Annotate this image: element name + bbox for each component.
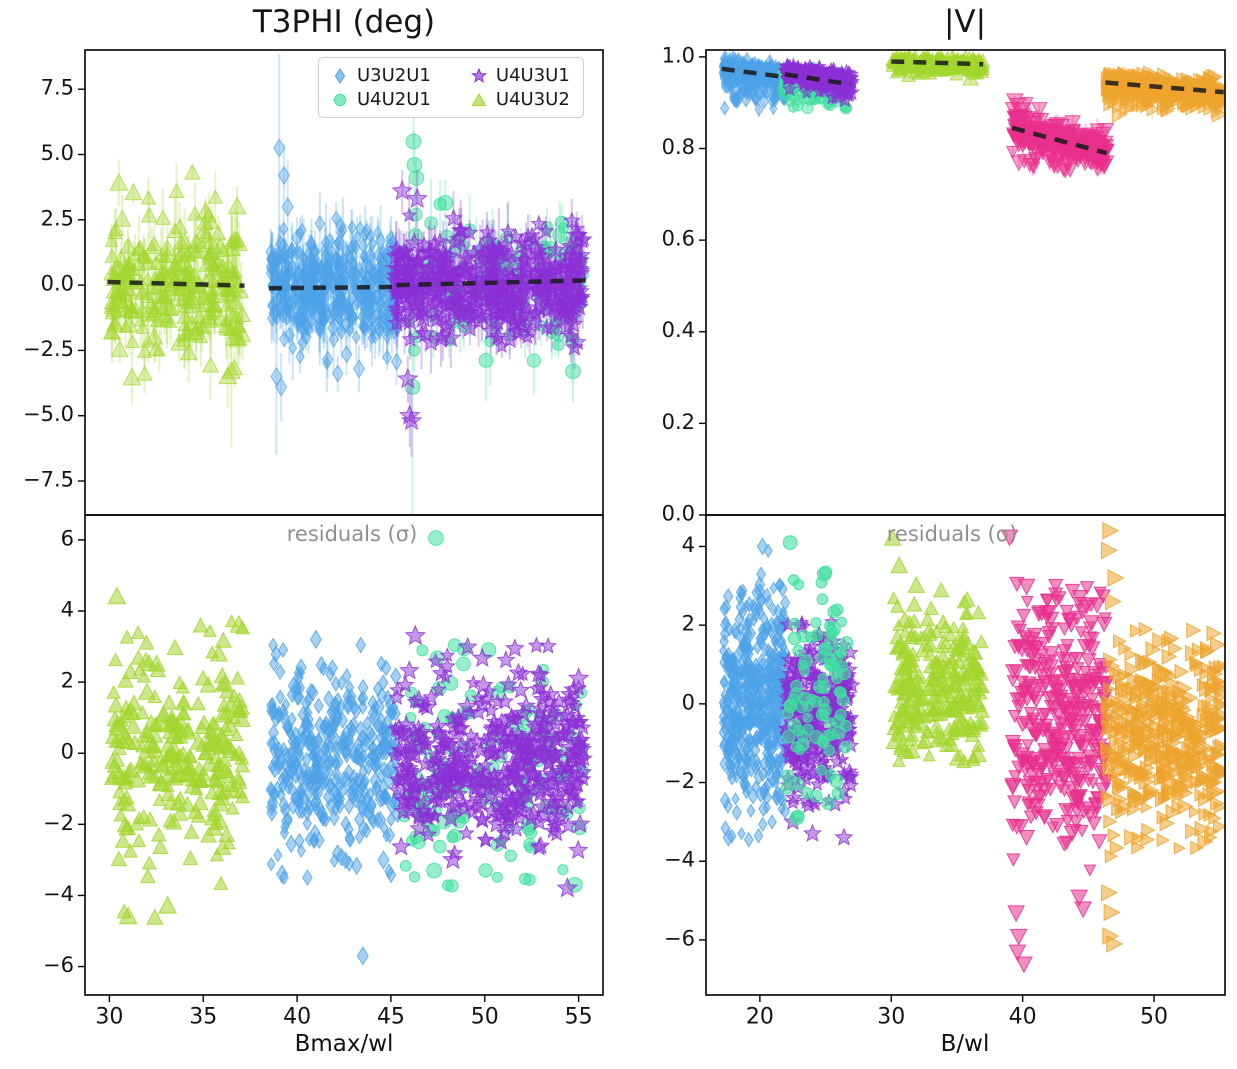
legend-item-label: U4U2U1 <box>357 89 431 110</box>
diamond-legend-icon <box>334 67 346 84</box>
star-legend-icon <box>470 67 487 83</box>
legend-item-u4u3u2: U4U3U2 <box>471 89 570 110</box>
legend-item-u4u3u1: U4U3U1 <box>470 65 570 86</box>
right-xaxis-label: B/wl <box>940 1031 990 1057</box>
legend-item-u3u2u1: U3U2U1 <box>332 65 431 86</box>
circle-legend-icon <box>333 93 347 106</box>
legend-item-label: U4U3U2 <box>495 89 570 110</box>
right-residuals-label: residuals (σ) <box>886 522 1018 546</box>
legend-box: U3U2U1 U4U2U1 U4U3U1 U4U3U2 <box>318 57 584 118</box>
left-plot-title: T3PHI (deg) <box>252 4 436 40</box>
legend-item-label: U4U3U1 <box>495 65 570 86</box>
right-plot-title: |V| <box>943 4 987 40</box>
triangle-up-legend-icon <box>471 92 487 106</box>
left-xaxis-label: Bmax/wl <box>294 1031 394 1057</box>
legend-item-label: U3U2U1 <box>357 65 431 86</box>
left-residuals-label: residuals (σ) <box>286 522 418 546</box>
legend-item-u4u2u1: U4U2U1 <box>332 89 431 110</box>
